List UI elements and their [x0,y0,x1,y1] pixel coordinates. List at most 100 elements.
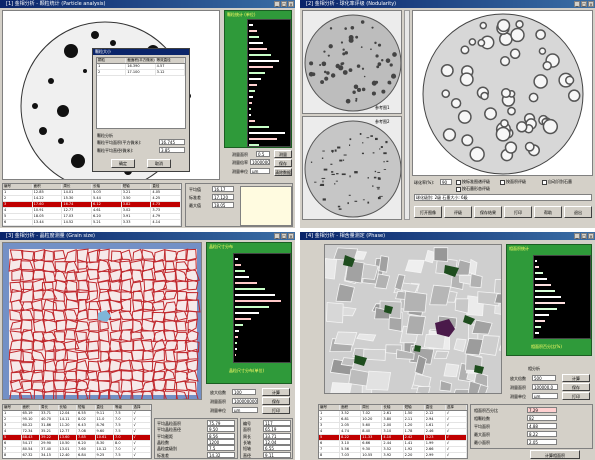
cell: 2 [97,70,127,75]
maximize-button[interactable]: □ [281,1,287,7]
close-button[interactable]: × [288,233,294,239]
save-button[interactable]: 保存 [274,159,292,167]
maximize-button[interactable]: □ [581,233,587,239]
measure-button[interactable]: 测量 [274,150,292,158]
table-row[interactable]: 1 16.390 4.57 [97,64,185,70]
table-row[interactable]: 3 17.60 16.74 6.12 3.82 4.73 [3,202,181,208]
table-cell: 6 [3,441,22,446]
radio-area[interactable]: 按面积评级 [500,179,526,185]
radio-standard[interactable]: 按标准图谱评级 [456,179,490,185]
reference-thumb-2[interactable]: 参考图2 [302,116,402,220]
close-button[interactable]: × [588,233,594,239]
table-cell: 9.11 [96,411,114,416]
compute-phase-button[interactable]: 计算相面积 [530,450,580,459]
table-row[interactable]: 3 60.22 31.86 11.20 6.43 8.76 7.5 √ [3,423,151,429]
table-row[interactable]: 8 67.32 34.15 12.40 6.84 9.25 7.5 √ [3,453,151,458]
table-cell: 3.73 [151,208,181,213]
magnification-input[interactable]: 1000000.0 [250,159,270,165]
table-row[interactable]: 3 2.05 5.60 2.00 1.20 1.61 √ [319,423,467,429]
table-row[interactable]: 5 8.22 11.33 4.10 2.42 3.23 √ [319,435,467,441]
table-row[interactable]: 2 6.81 10.20 3.80 2.11 2.94 √ [319,417,467,423]
graphite-thumb-2 [304,120,401,218]
table-row[interactable]: 5 88.43 39.22 13.60 7.85 10.61 7.0 √ [3,435,151,441]
magnification-input[interactable]: 500 [532,375,556,381]
radio-morphology[interactable]: 按石墨形态评级 [456,186,490,192]
measure-area-input[interactable]: 100000000.0 [232,398,258,404]
magnification-label: 放大倍数 [210,390,226,395]
table-row[interactable]: 4 4.74 8.40 3.10 1.78 2.46 √ [319,429,467,435]
histogram-bar [249,114,251,116]
table-row[interactable]: 8 7.03 10.55 3.92 2.20 2.99 √ [319,453,467,458]
print-button[interactable]: 打印 [562,392,590,400]
table-row[interactable]: 4 72.34 35.21 12.77 7.08 9.60 7.5 √ [3,429,151,435]
reference-thumb-1[interactable]: 参考图1 [302,10,402,114]
table-cell: 9.30 [361,447,383,452]
maximize-button[interactable]: □ [581,1,587,7]
table-row[interactable]: 1 3.52 7.02 2.61 1.50 2.12 √ [319,411,467,417]
table-row[interactable]: 6 54.17 29.90 10.50 6.20 8.30 8.0 √ [3,441,151,447]
table-row[interactable]: 5 18.05 17.03 6.20 3.91 4.79 [3,214,181,220]
table-row[interactable]: 1 12.85 14.01 5.03 3.21 4.05 [3,190,181,196]
table-cell: 12.77 [59,429,77,434]
thumb-scrollbar[interactable] [404,10,410,220]
table-row[interactable]: 2 17.100 3.12 [97,70,185,76]
minimize-button[interactable]: _ [274,1,280,7]
table-row[interactable]: 6 3.10 6.66 2.44 1.41 1.99 √ [319,441,467,447]
unit-select[interactable]: μm [232,407,258,413]
table-row[interactable]: 1 65.19 33.71 12.04 6.55 9.11 7.5 √ [3,411,151,417]
magnification-input[interactable]: 100 [232,389,256,395]
histogram-bar [235,354,236,356]
close-button[interactable]: × [588,1,594,7]
toolbar-button[interactable]: 保存结果 [474,206,502,218]
table-cell: 2.12 [425,411,446,416]
table-row[interactable]: 4 10.91 12.77 4.61 3.02 3.73 [3,208,181,214]
toolbar-button[interactable]: 帮助 [534,206,562,218]
grain-image[interactable] [2,242,202,400]
auto-detect-checkbox[interactable]: 自动识别石墨 [542,179,572,185]
table-row[interactable]: 2 14.22 15.30 5.44 3.50 4.25 [3,196,181,202]
maximize-button[interactable]: □ [281,233,287,239]
table-row[interactable]: 7 5.56 9.30 3.52 1.92 2.66 √ [319,447,467,453]
col-header: 编号 [319,405,341,410]
minimize-button[interactable]: _ [574,1,580,7]
avg-diameter-value: 3.85 [159,147,185,153]
toolbar-button[interactable]: 退出 [564,206,592,218]
minimize-button[interactable]: _ [274,233,280,239]
toolbar-button[interactable]: 打印 [504,206,532,218]
table-cell: 9.25 [96,453,114,458]
save-button[interactable]: 保存 [262,397,290,405]
close-button[interactable]: × [288,1,294,7]
table-cell: 8.0 [114,441,133,446]
table-cell: 29.90 [40,441,59,446]
toolbar-button[interactable]: 打开图像 [414,206,442,218]
avg-diameter-label: 颗粒平均直径(微米): [97,148,134,153]
table-cell: 7.5 [114,429,133,434]
measure-area-input[interactable]: 100000.0 [532,384,558,390]
table-row[interactable]: 6 13.44 14.52 5.21 3.33 4.14 [3,220,181,226]
nodularity-image[interactable] [412,10,593,176]
toolbar-button[interactable]: 评级 [444,206,472,218]
avg-area-value: 16.745 [159,139,185,145]
cancel-button[interactable]: 取消 [147,159,171,168]
table-row[interactable]: 2 95.10 40.70 14.11 8.02 11.0 7.0 √ [3,417,151,423]
unit-select[interactable]: μm [532,393,558,399]
histogram-bar [249,66,273,68]
calculate-button[interactable]: 计算 [262,388,290,396]
measure-area-input[interactable]: 0.5 [256,151,270,157]
table-cell: √ [133,423,151,428]
table-cell: 7.03 [340,453,362,458]
col-header: 面积 [33,184,63,189]
summary-value: 75.79 [207,420,235,426]
minimize-button[interactable]: _ [574,233,580,239]
mean-value: 16.17 [212,186,234,192]
print-button[interactable]: 打印 [262,406,290,414]
ok-button[interactable]: 确定 [111,159,135,168]
histogram-bar [235,312,259,314]
phase-image[interactable] [324,244,502,394]
table-row[interactable]: 7 80.54 37.40 13.01 7.60 10.12 7.0 √ [3,447,151,453]
table-cell: 10.20 [361,417,383,422]
unit-select[interactable]: μm [250,168,270,174]
save-button[interactable]: 保存 [562,383,590,391]
calculate-button[interactable]: 计算 [562,374,590,382]
clear-data-button[interactable]: 清除数据 [274,168,292,176]
